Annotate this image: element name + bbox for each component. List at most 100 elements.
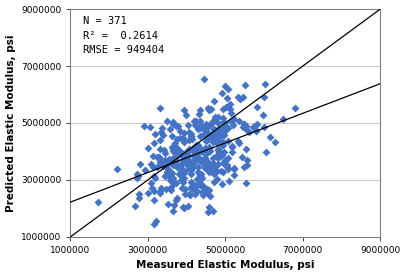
Y-axis label: Predicted Elastic Modulus, psi: Predicted Elastic Modulus, psi bbox=[6, 34, 15, 212]
Point bbox=[188, 131, 194, 136]
Point bbox=[194, 150, 200, 155]
Point bbox=[151, 140, 157, 145]
Point bbox=[207, 165, 213, 169]
Point bbox=[221, 158, 227, 162]
Point bbox=[179, 160, 185, 164]
Point bbox=[215, 150, 222, 154]
Point bbox=[194, 127, 200, 131]
Point bbox=[188, 137, 195, 141]
Point bbox=[200, 162, 207, 167]
Point bbox=[201, 156, 208, 161]
Point bbox=[156, 138, 162, 142]
Point bbox=[135, 192, 142, 196]
Point bbox=[240, 122, 246, 127]
Point bbox=[179, 136, 185, 140]
Point bbox=[221, 84, 228, 88]
Point bbox=[179, 169, 185, 174]
Point bbox=[145, 146, 151, 150]
Point bbox=[212, 154, 219, 158]
Point bbox=[200, 132, 207, 137]
Point bbox=[205, 145, 211, 150]
Point bbox=[209, 139, 215, 144]
Point bbox=[173, 198, 179, 202]
Point bbox=[223, 96, 229, 101]
Point bbox=[134, 171, 141, 176]
Point bbox=[204, 130, 210, 134]
Point bbox=[190, 149, 196, 153]
Point bbox=[228, 150, 235, 155]
Point bbox=[157, 190, 163, 195]
Point bbox=[179, 158, 185, 162]
Point bbox=[198, 190, 205, 194]
Point bbox=[220, 150, 226, 155]
Point bbox=[197, 183, 203, 187]
Point bbox=[220, 170, 226, 174]
Point bbox=[187, 168, 194, 172]
Point bbox=[213, 177, 220, 181]
Point bbox=[226, 107, 233, 111]
Point bbox=[157, 158, 164, 162]
Point bbox=[243, 163, 249, 167]
Point bbox=[213, 139, 219, 144]
Point bbox=[200, 158, 206, 163]
Point bbox=[214, 162, 221, 166]
Point bbox=[204, 187, 210, 191]
Point bbox=[185, 192, 192, 196]
Point bbox=[234, 139, 240, 144]
Point bbox=[190, 161, 197, 165]
Point bbox=[159, 164, 166, 169]
Point bbox=[234, 95, 241, 99]
Point bbox=[205, 106, 211, 111]
Point bbox=[198, 157, 205, 162]
Point bbox=[266, 135, 273, 139]
Point bbox=[174, 195, 180, 200]
Point bbox=[203, 166, 209, 171]
Point bbox=[156, 189, 163, 193]
Point bbox=[202, 160, 209, 165]
Point bbox=[204, 187, 211, 192]
Point bbox=[196, 107, 203, 112]
Text: N = 371
R² =  0.2614
RMSE = 949404: N = 371 R² = 0.2614 RMSE = 949404 bbox=[83, 16, 164, 55]
Point bbox=[183, 161, 189, 166]
Point bbox=[215, 121, 221, 125]
Point bbox=[171, 203, 177, 208]
Point bbox=[230, 117, 237, 121]
Point bbox=[196, 173, 203, 177]
Point bbox=[178, 185, 185, 190]
Point bbox=[135, 196, 142, 200]
Point bbox=[180, 206, 187, 211]
Point bbox=[195, 156, 202, 161]
Point bbox=[211, 127, 217, 131]
Point bbox=[206, 149, 213, 154]
Point bbox=[164, 169, 171, 173]
Point bbox=[202, 139, 209, 143]
Point bbox=[188, 180, 194, 184]
Point bbox=[291, 106, 298, 111]
Point bbox=[203, 151, 210, 155]
Point bbox=[159, 133, 165, 137]
Point bbox=[213, 131, 219, 136]
Point bbox=[197, 134, 203, 138]
Point bbox=[166, 126, 173, 131]
Point bbox=[180, 204, 186, 209]
Point bbox=[205, 188, 211, 193]
Point bbox=[237, 97, 243, 101]
Point bbox=[204, 209, 211, 214]
Point bbox=[176, 171, 183, 175]
Point bbox=[162, 150, 168, 155]
Point bbox=[220, 127, 226, 131]
Point bbox=[212, 137, 218, 141]
Point bbox=[194, 156, 200, 160]
Point bbox=[191, 146, 198, 150]
Point bbox=[220, 128, 226, 132]
Point bbox=[166, 160, 173, 164]
Point bbox=[170, 122, 176, 127]
Point bbox=[160, 147, 167, 152]
Point bbox=[200, 77, 207, 81]
Point bbox=[190, 183, 196, 187]
Point bbox=[220, 130, 226, 134]
Point bbox=[240, 122, 247, 126]
Point bbox=[182, 161, 189, 165]
Point bbox=[194, 177, 200, 181]
Point bbox=[166, 173, 173, 178]
